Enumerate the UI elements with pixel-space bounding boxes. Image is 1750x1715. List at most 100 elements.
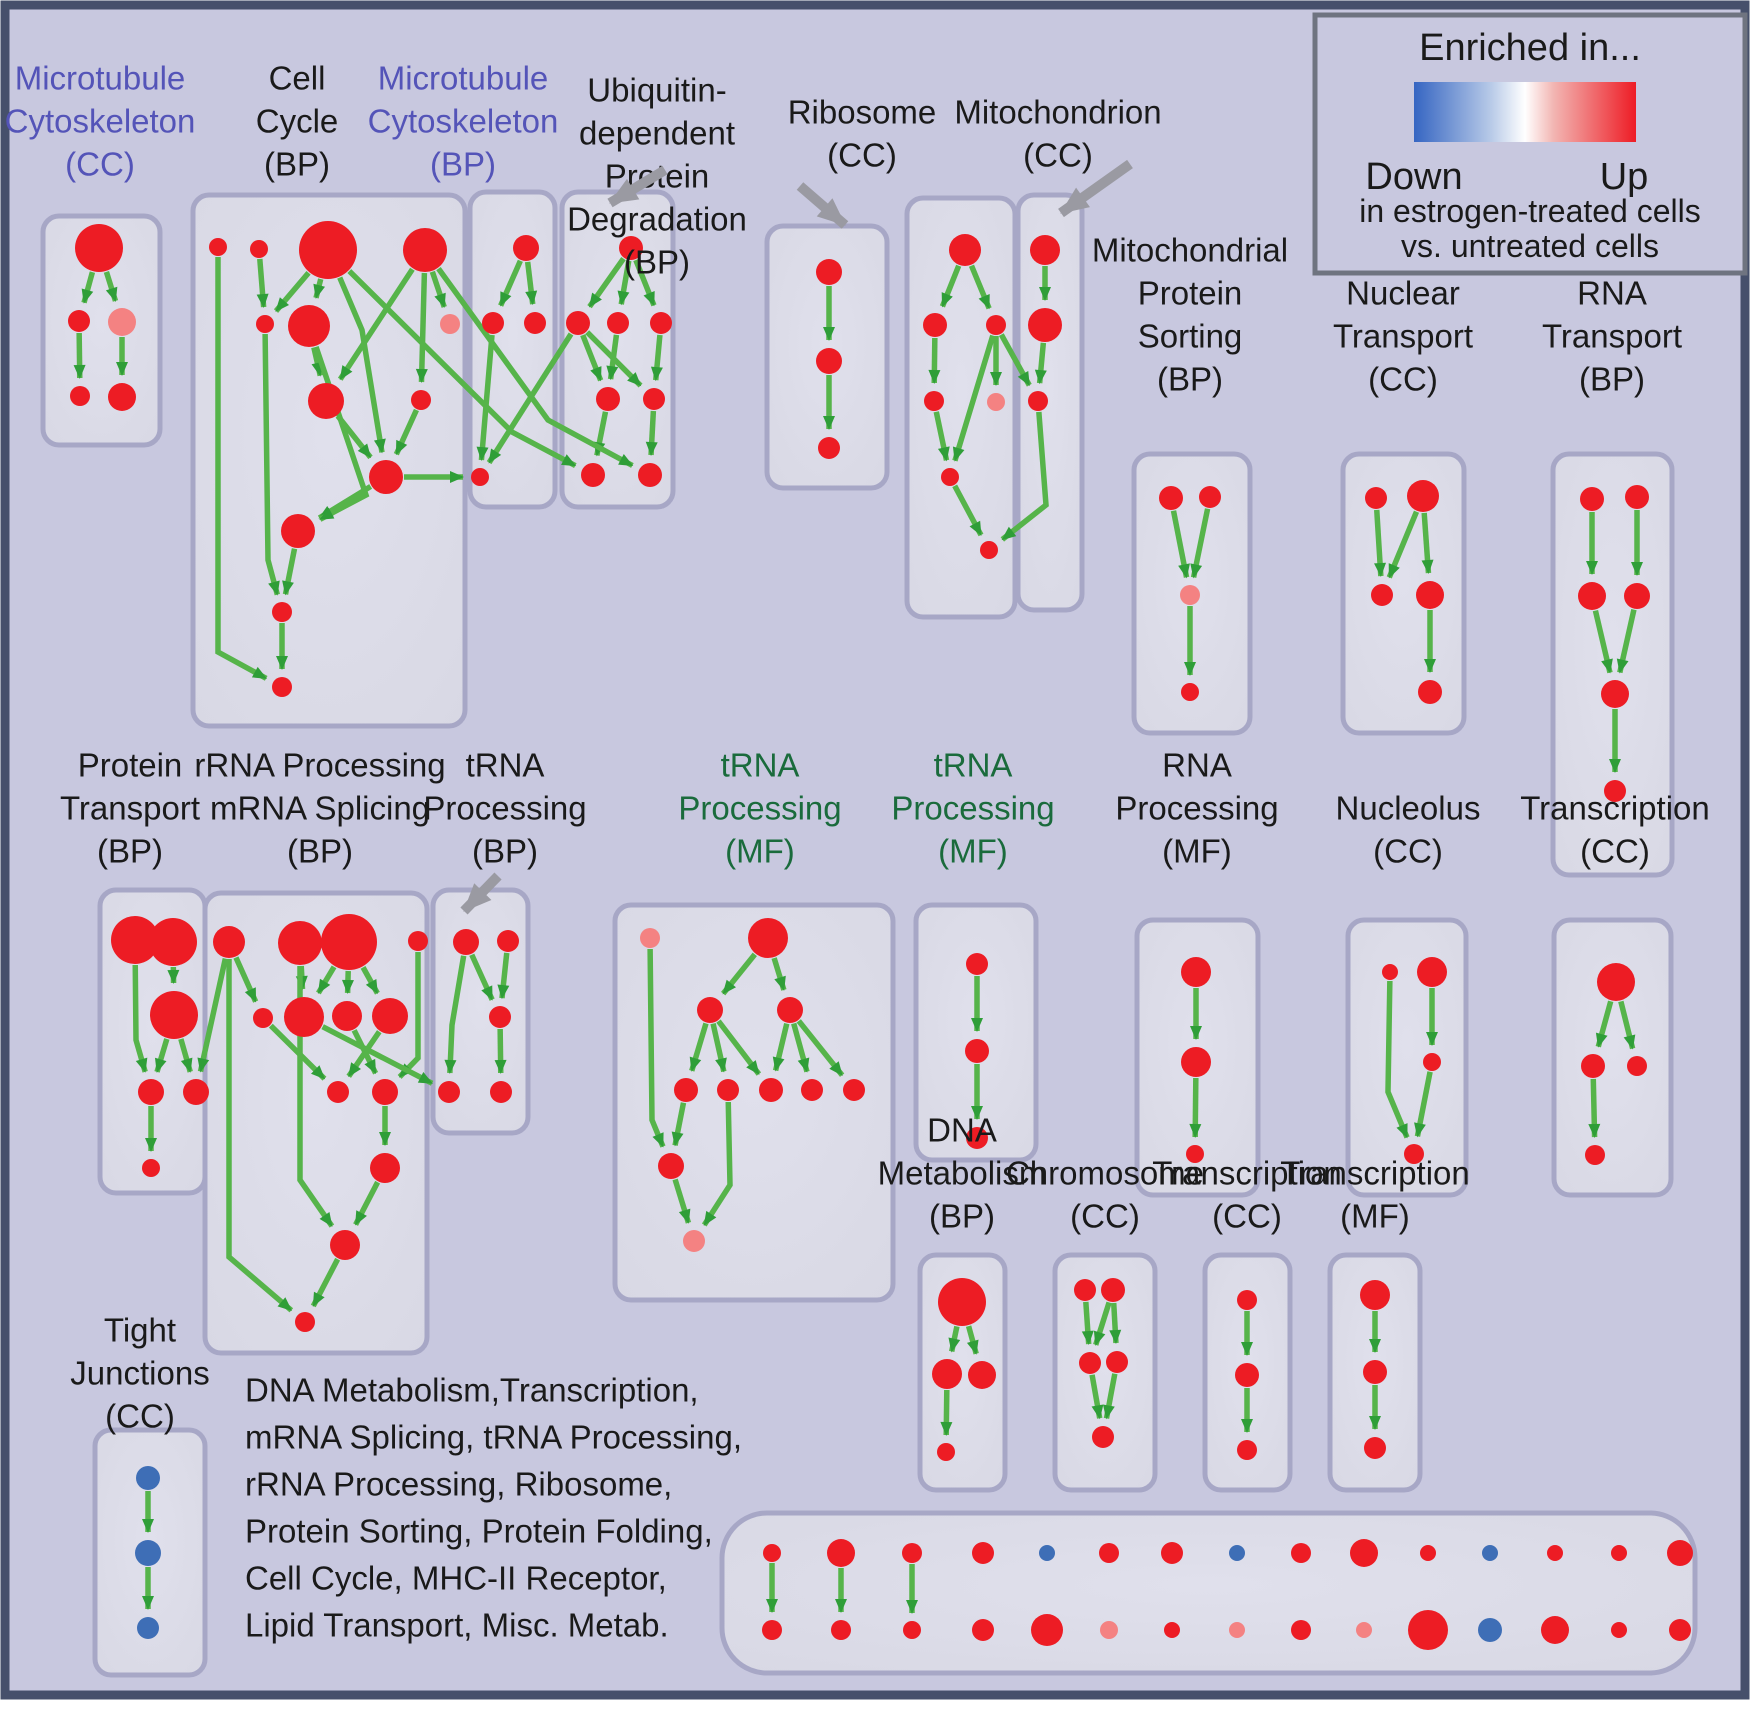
cluster-label-msort: Protein xyxy=(1138,275,1243,312)
cluster-label-tj: Junctions xyxy=(70,1355,209,1392)
legend-title: Enriched in... xyxy=(1419,27,1641,69)
go-term-node xyxy=(1611,1545,1627,1561)
go-term-node xyxy=(1667,1540,1693,1566)
edge-arrow xyxy=(1595,1000,1614,1048)
edge-arrow xyxy=(928,337,941,385)
edge-arrow xyxy=(701,1101,733,1227)
go-term-node xyxy=(1580,487,1604,511)
go-term-node xyxy=(986,315,1006,335)
edge-arrow xyxy=(215,257,268,681)
edge-arrow xyxy=(268,1023,327,1081)
edge-arrow xyxy=(1034,342,1047,385)
go-term-node xyxy=(1547,1545,1563,1561)
cluster-label-msort: (BP) xyxy=(1157,361,1223,398)
edge-arrow xyxy=(351,1029,379,1075)
go-term-node xyxy=(1624,583,1650,609)
callout-arrow-icon xyxy=(460,872,502,915)
go-term-node xyxy=(330,1230,360,1260)
edge-arrow xyxy=(154,1038,170,1073)
labels-layer: Microtubule Cytoskeleton (CC) Cell Cycle (BP)… xyxy=(5,60,1710,1644)
go-term-node xyxy=(281,514,315,548)
edge-arrow xyxy=(1102,1373,1118,1420)
nodes-layer xyxy=(68,221,1693,1650)
edge-arrow xyxy=(952,484,984,537)
cluster-label-tmf2: tRNA xyxy=(934,747,1013,784)
cluster-label-ntr: Transport xyxy=(1333,318,1473,355)
cluster-label-pt: (BP) xyxy=(97,833,163,870)
go-term-node xyxy=(1350,1539,1378,1567)
cluster-label-tj: Tight xyxy=(104,1312,176,1349)
go-term-node xyxy=(403,228,447,272)
edge-arrow xyxy=(1081,1301,1094,1346)
edge-arrow xyxy=(948,1325,961,1353)
edge-arrow xyxy=(476,334,495,462)
edge-arrow xyxy=(313,278,326,299)
edge-arrow xyxy=(933,411,950,462)
go-term-node xyxy=(272,602,292,622)
cluster-label-mtbp: (BP) xyxy=(430,146,496,183)
go-term-node xyxy=(135,1540,161,1566)
cluster-label-mito: (CC) xyxy=(1023,137,1093,174)
go-term-node xyxy=(1408,1610,1448,1650)
cluster-label-rrna: (BP) xyxy=(287,833,353,870)
edge-arrow xyxy=(347,269,577,469)
go-term-node xyxy=(1423,1053,1441,1071)
go-term-node xyxy=(1578,582,1606,610)
cluster-label-tmf2: Processing xyxy=(891,790,1054,827)
cluster-box-rrna xyxy=(202,890,430,1356)
edge-arrow xyxy=(1616,609,1637,674)
cluster-label-chrom: (CC) xyxy=(1070,1198,1140,1235)
go-term-node xyxy=(70,386,90,406)
go-term-node xyxy=(1585,1145,1605,1165)
go-term-node xyxy=(816,259,842,285)
edge-arrow xyxy=(81,271,96,304)
edge-arrow xyxy=(1386,510,1420,579)
go-term-node xyxy=(966,1127,988,1149)
go-term-node xyxy=(183,1079,209,1105)
edge-arrow xyxy=(262,333,280,596)
go-term-node xyxy=(1199,486,1221,508)
cluster-box-tmf1 xyxy=(612,902,896,1303)
edge-arrow xyxy=(1592,609,1613,674)
go-term-node xyxy=(827,1539,855,1567)
go-term-node xyxy=(1039,1545,1055,1561)
cluster-label-mt-cc: Microtubule xyxy=(15,60,186,97)
cluster-box-mito xyxy=(1015,192,1085,613)
go-term-node xyxy=(108,383,136,411)
go-term-node xyxy=(299,221,357,279)
legend-down-label: Down xyxy=(1365,156,1462,198)
legend-subtitle-2: vs. untreated cells xyxy=(1401,228,1659,264)
go-term-node xyxy=(966,953,988,975)
edge-arrow xyxy=(273,271,311,313)
cluster-label-rpmf: (MF) xyxy=(1162,833,1232,870)
cluster-label-ntr: (CC) xyxy=(1368,361,1438,398)
edge-arrow xyxy=(647,948,666,1148)
go-term-node xyxy=(965,1039,989,1063)
go-term-node xyxy=(816,348,842,374)
go-term-node xyxy=(278,921,322,965)
cluster-label-tmf2: (MF) xyxy=(938,833,1008,870)
go-term-node xyxy=(1074,1279,1096,1301)
edge-arrow xyxy=(444,955,467,1075)
go-term-node xyxy=(308,383,344,419)
edge-arrow xyxy=(1588,1078,1601,1139)
cluster-label-tj: (CC) xyxy=(105,1398,175,1435)
go-term-node xyxy=(843,1079,865,1101)
go-term-node xyxy=(1181,957,1211,987)
go-term-node xyxy=(209,238,227,256)
cluster-label-rtr: RNA xyxy=(1577,275,1647,312)
cluster-label-ub2: Degradation xyxy=(567,201,747,238)
go-term-node xyxy=(1365,487,1387,509)
cluster-label-mt-cc: Cytoskeleton xyxy=(5,103,196,140)
go-term-node xyxy=(1099,1543,1119,1563)
edge-arrow xyxy=(73,332,86,380)
go-term-node xyxy=(941,468,959,486)
go-term-node xyxy=(1237,1440,1257,1460)
go-term-node xyxy=(1181,1047,1211,1077)
edge-arrow xyxy=(716,1019,762,1076)
misc-clusters-caption: mRNA Splicing, tRNA Processing, xyxy=(245,1419,742,1456)
go-term-node xyxy=(1092,1426,1114,1448)
go-term-node xyxy=(1363,1360,1387,1384)
cluster-label-ub2: Ubiquitin- xyxy=(587,72,726,109)
edge-arrow xyxy=(497,952,510,1000)
